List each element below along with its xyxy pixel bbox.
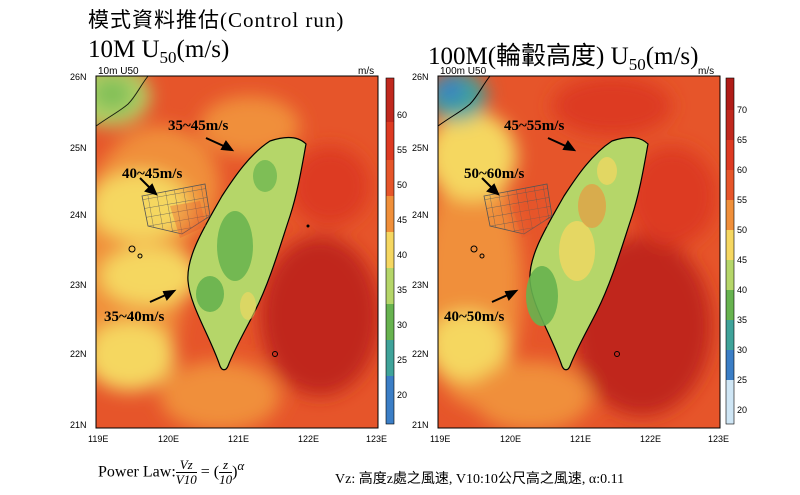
left-map-panel: 35~45m/s 40~45m/s 35~40m/s 10m U50 m/s 2…	[70, 66, 407, 444]
svg-text:60: 60	[397, 110, 407, 120]
svg-text:50: 50	[737, 225, 747, 235]
svg-text:23N: 23N	[412, 280, 429, 290]
right-taiwan-island	[526, 137, 649, 371]
left-lon-axis: 119E 120E 121E 122E 123E	[88, 434, 387, 444]
svg-text:23N: 23N	[70, 280, 87, 290]
svg-text:25: 25	[737, 375, 747, 385]
left-wind-farm-zone	[141, 183, 211, 235]
svg-text:60: 60	[737, 165, 747, 175]
svg-text:21N: 21N	[412, 420, 429, 430]
svg-text:40: 40	[397, 250, 407, 260]
svg-text:30: 30	[397, 320, 407, 330]
svg-text:119E: 119E	[430, 434, 450, 444]
svg-text:123E: 123E	[366, 434, 387, 444]
svg-text:122E: 122E	[640, 434, 661, 444]
left-annotation-south: 35~40m/s	[104, 309, 164, 325]
svg-text:65: 65	[737, 135, 747, 145]
left-plot-label: 10m U50	[98, 66, 139, 77]
svg-text:25N: 25N	[70, 143, 87, 153]
svg-text:35: 35	[737, 315, 747, 325]
right-plot-label: 100m U50	[440, 66, 487, 77]
svg-text:45: 45	[397, 215, 407, 225]
right-annotation-south: 40~50m/s	[444, 309, 504, 325]
svg-text:40: 40	[737, 285, 747, 295]
right-lat-axis: 26N 25N 24N 23N 22N 21N	[412, 72, 429, 430]
power-law-formula: Power Law: Vz V10 = (z 10)α	[98, 457, 245, 488]
right-unit-label: m/s	[698, 66, 714, 77]
svg-text:25N: 25N	[412, 143, 429, 153]
velocity-ratio: Vz V10	[175, 457, 197, 488]
formula-note: Vz: 高度z處之風速, V10:10公尺高之風速, α:0.11	[335, 472, 625, 487]
svg-text:55: 55	[737, 195, 747, 205]
right-colorbar-ticks: 70 65 60 55 50 45 40 35 30 25 20	[737, 105, 747, 415]
right-annotation-west: 50~60m/s	[464, 166, 524, 182]
right-annotation-north: 45~55m/s	[504, 118, 564, 134]
svg-text:35: 35	[397, 285, 407, 295]
svg-text:50: 50	[397, 180, 407, 190]
right-lon-axis: 119E 120E 121E 122E 123E	[430, 434, 729, 444]
left-unit-label: m/s	[358, 66, 374, 77]
svg-text:121E: 121E	[570, 434, 591, 444]
svg-text:119E: 119E	[88, 434, 108, 444]
svg-text:22N: 22N	[70, 349, 87, 359]
svg-text:120E: 120E	[500, 434, 521, 444]
right-colorbar	[725, 77, 735, 425]
svg-text:24N: 24N	[70, 210, 87, 220]
svg-text:55: 55	[397, 145, 407, 155]
svg-text:21N: 21N	[70, 420, 87, 430]
right-panel-title: 100M(輪轂高度) U50(m/s)	[428, 43, 699, 74]
left-colorbar-ticks: 60 55 50 45 40 35 30 25 20	[397, 110, 407, 400]
svg-text:20: 20	[737, 405, 747, 415]
svg-text:24N: 24N	[412, 210, 429, 220]
left-panel-title: 10M U50(m/s)	[88, 36, 230, 67]
left-taiwan-island	[187, 137, 307, 371]
left-colorbar	[385, 77, 395, 425]
svg-text:22N: 22N	[412, 349, 429, 359]
svg-text:122E: 122E	[298, 434, 319, 444]
right-map-panel: 45~55m/s 50~60m/s 40~50m/s 100m U50 m/s …	[412, 66, 747, 444]
svg-text:30: 30	[737, 345, 747, 355]
svg-text:70: 70	[737, 105, 747, 115]
slide-title: 模式資料推估(Control run)	[88, 8, 345, 32]
svg-text:45: 45	[737, 255, 747, 265]
svg-text:26N: 26N	[70, 72, 87, 82]
svg-text:20: 20	[397, 390, 407, 400]
right-wind-farm-zone	[483, 183, 553, 235]
height-ratio: z 10	[219, 457, 233, 488]
svg-text:120E: 120E	[158, 434, 179, 444]
svg-text:121E: 121E	[228, 434, 249, 444]
svg-text:123E: 123E	[708, 434, 729, 444]
left-annotation-west: 40~45m/s	[122, 166, 182, 182]
svg-text:26N: 26N	[412, 72, 429, 82]
left-lat-axis: 26N 25N 24N 23N 22N 21N	[70, 72, 87, 430]
svg-text:25: 25	[397, 355, 407, 365]
left-annotation-north: 35~45m/s	[168, 118, 228, 134]
